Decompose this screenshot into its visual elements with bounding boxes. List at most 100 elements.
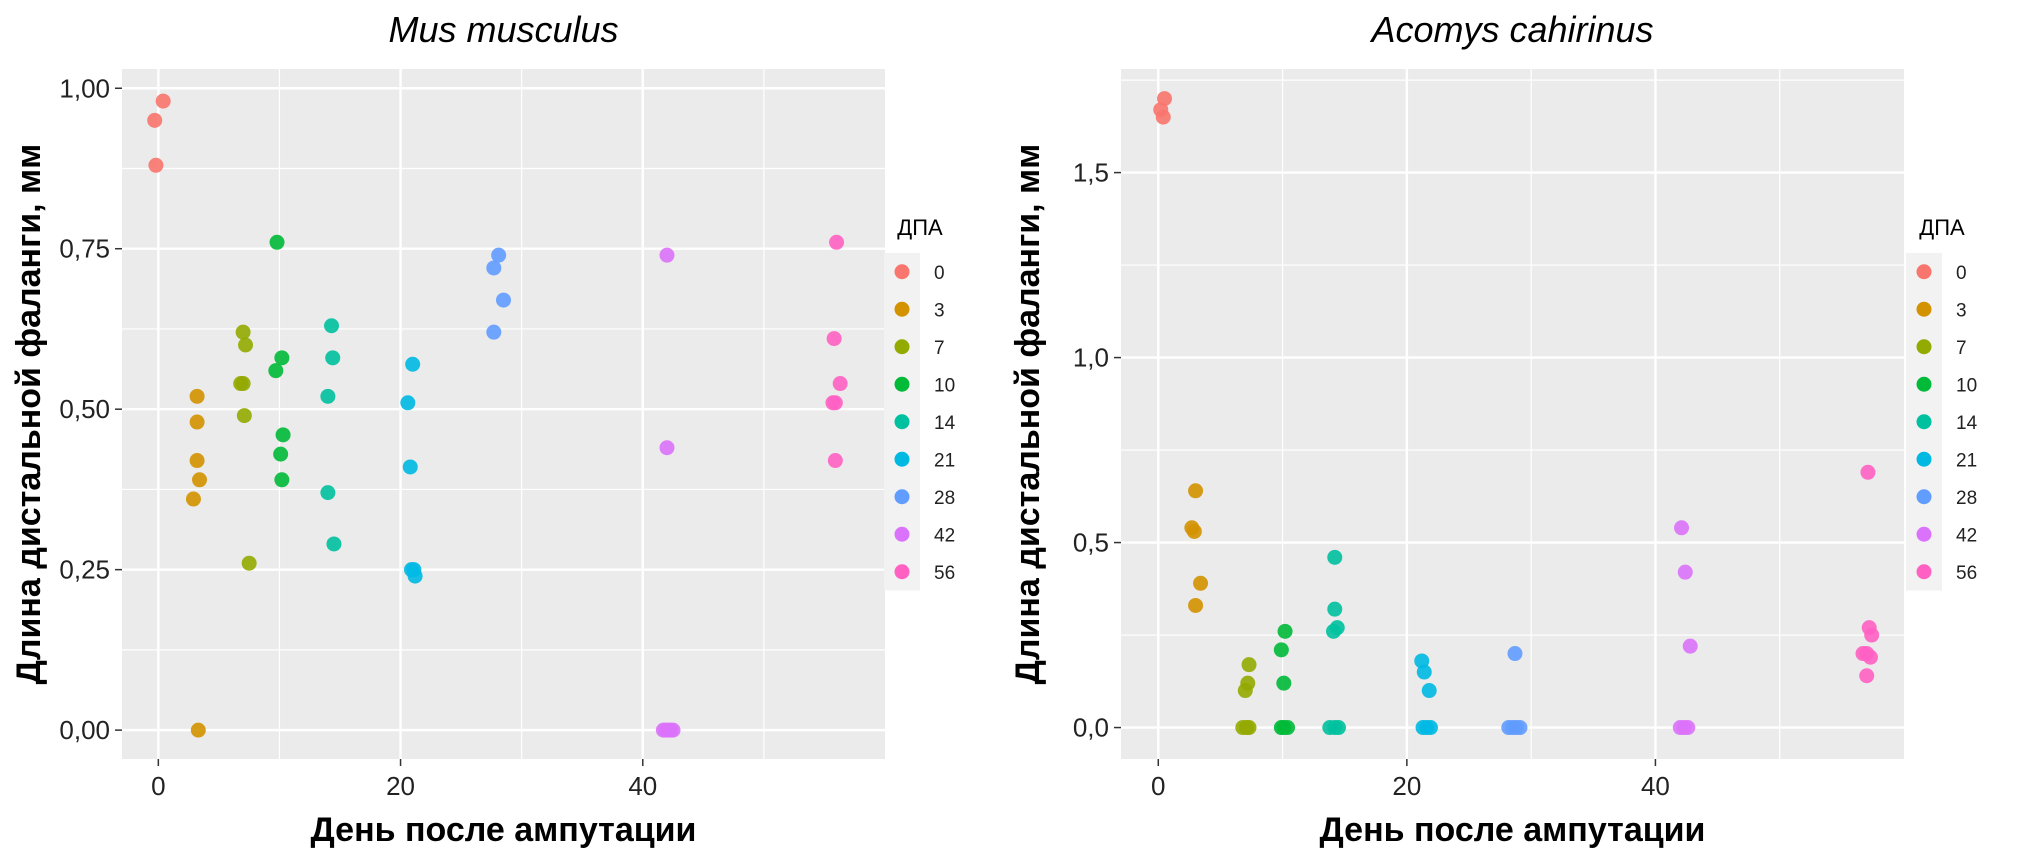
panel-title: Mus musculus bbox=[388, 9, 618, 50]
legend-key bbox=[894, 564, 910, 580]
data-point bbox=[1327, 601, 1343, 617]
data-point bbox=[1186, 523, 1202, 539]
legend-label: 14 bbox=[1956, 413, 1978, 434]
y-tick-label: 1,00 bbox=[59, 73, 110, 103]
data-point bbox=[1326, 623, 1342, 639]
data-point bbox=[238, 337, 254, 353]
legend-title: ДПА bbox=[1919, 215, 1965, 240]
y-tick-label: 0,75 bbox=[59, 234, 110, 264]
data-point bbox=[1422, 720, 1438, 736]
plot-background bbox=[1121, 69, 1904, 759]
data-point bbox=[659, 440, 675, 456]
data-point bbox=[1860, 464, 1876, 480]
legend-label: 42 bbox=[934, 525, 955, 546]
x-tick-label: 20 bbox=[1392, 771, 1421, 801]
data-point bbox=[189, 388, 205, 404]
data-point bbox=[1507, 646, 1523, 662]
legend-key bbox=[894, 339, 910, 355]
series-dpa-0 bbox=[1153, 91, 1172, 125]
series-dpa-21 bbox=[400, 356, 423, 584]
legend-label: 10 bbox=[1956, 375, 1977, 396]
y-tick-label: 1,5 bbox=[1073, 158, 1109, 188]
series-dpa-56 bbox=[825, 234, 848, 469]
y-tick-label: 1,0 bbox=[1073, 343, 1109, 373]
data-point bbox=[1674, 520, 1690, 536]
y-axis-title: Длина дистальной фаланги, мм bbox=[1009, 144, 1047, 685]
data-point bbox=[826, 331, 842, 347]
data-point bbox=[274, 472, 290, 488]
legend-label: 3 bbox=[1956, 300, 1967, 321]
legend-key bbox=[1916, 264, 1932, 280]
legend-label: 14 bbox=[934, 413, 956, 434]
y-tick-label: 0,50 bbox=[59, 394, 110, 424]
data-point bbox=[1237, 683, 1253, 699]
series-dpa-10 bbox=[1273, 623, 1296, 736]
data-point bbox=[190, 722, 206, 738]
data-point bbox=[269, 234, 285, 250]
plot-background bbox=[122, 69, 885, 759]
x-axis-title: День после ампутации bbox=[1320, 811, 1706, 849]
data-point bbox=[1512, 720, 1528, 736]
legend-label: 21 bbox=[934, 450, 955, 471]
legend-label: 3 bbox=[934, 300, 945, 321]
data-point bbox=[185, 491, 201, 507]
legend-title: ДПА bbox=[897, 215, 943, 240]
legend-key bbox=[894, 376, 910, 392]
data-point bbox=[659, 247, 675, 263]
data-point bbox=[1859, 668, 1875, 684]
legend-label: 56 bbox=[1956, 563, 1977, 584]
data-point bbox=[320, 485, 336, 501]
panel-2: 0 20 40 0,0 0,5 1,0 1,5 Acomys cahirinus День по… bbox=[1009, 9, 1978, 849]
x-tick-label: 20 bbox=[386, 771, 415, 801]
legend-label: 10 bbox=[934, 375, 955, 396]
data-point bbox=[407, 568, 423, 584]
data-point bbox=[1241, 720, 1257, 736]
legend: ДПА 0 3 7 10 14 21 28 42 56 bbox=[1906, 215, 1978, 591]
data-point bbox=[400, 395, 416, 411]
legend-key bbox=[1916, 489, 1932, 505]
series-dpa-14 bbox=[320, 318, 342, 552]
data-point bbox=[155, 93, 171, 109]
data-point bbox=[1155, 109, 1171, 125]
legend-key bbox=[1916, 451, 1932, 467]
data-point bbox=[147, 112, 163, 128]
legend-key bbox=[894, 414, 910, 430]
x-tick-label: 40 bbox=[628, 771, 657, 801]
x-tick-label: 40 bbox=[1641, 771, 1670, 801]
series-dpa-14 bbox=[1322, 549, 1346, 736]
legend-key bbox=[894, 526, 910, 542]
data-point bbox=[486, 324, 502, 340]
data-point bbox=[1276, 675, 1292, 691]
series-dpa-7 bbox=[233, 324, 257, 571]
data-point bbox=[325, 350, 341, 366]
panel-title: Acomys cahirinus bbox=[1369, 9, 1653, 50]
legend-label: 21 bbox=[1956, 450, 1977, 471]
series-dpa-21 bbox=[1414, 653, 1438, 736]
legend-label: 56 bbox=[934, 563, 955, 584]
data-point bbox=[189, 453, 205, 469]
legend-label: 0 bbox=[1956, 263, 1967, 284]
legend-key bbox=[1916, 564, 1932, 580]
data-point bbox=[326, 536, 342, 552]
data-point bbox=[1273, 642, 1289, 658]
data-point bbox=[235, 376, 251, 392]
legend-key bbox=[894, 301, 910, 317]
series-dpa-3 bbox=[185, 388, 208, 738]
y-tick-label: 0,25 bbox=[59, 555, 110, 585]
legend-key bbox=[1916, 339, 1932, 355]
data-point bbox=[1193, 575, 1209, 591]
data-point bbox=[1677, 564, 1693, 580]
data-point bbox=[827, 395, 843, 411]
data-point bbox=[665, 722, 681, 738]
data-point bbox=[486, 260, 502, 276]
x-axis-title: День после ампутации bbox=[311, 811, 697, 849]
series-dpa-28 bbox=[486, 247, 511, 340]
data-point bbox=[1864, 627, 1880, 643]
series-dpa-7 bbox=[1235, 657, 1257, 736]
y-tick-label: 0,0 bbox=[1073, 713, 1109, 743]
data-point bbox=[1188, 597, 1204, 613]
data-point bbox=[235, 324, 251, 340]
data-point bbox=[273, 446, 289, 462]
data-point bbox=[1280, 720, 1296, 736]
